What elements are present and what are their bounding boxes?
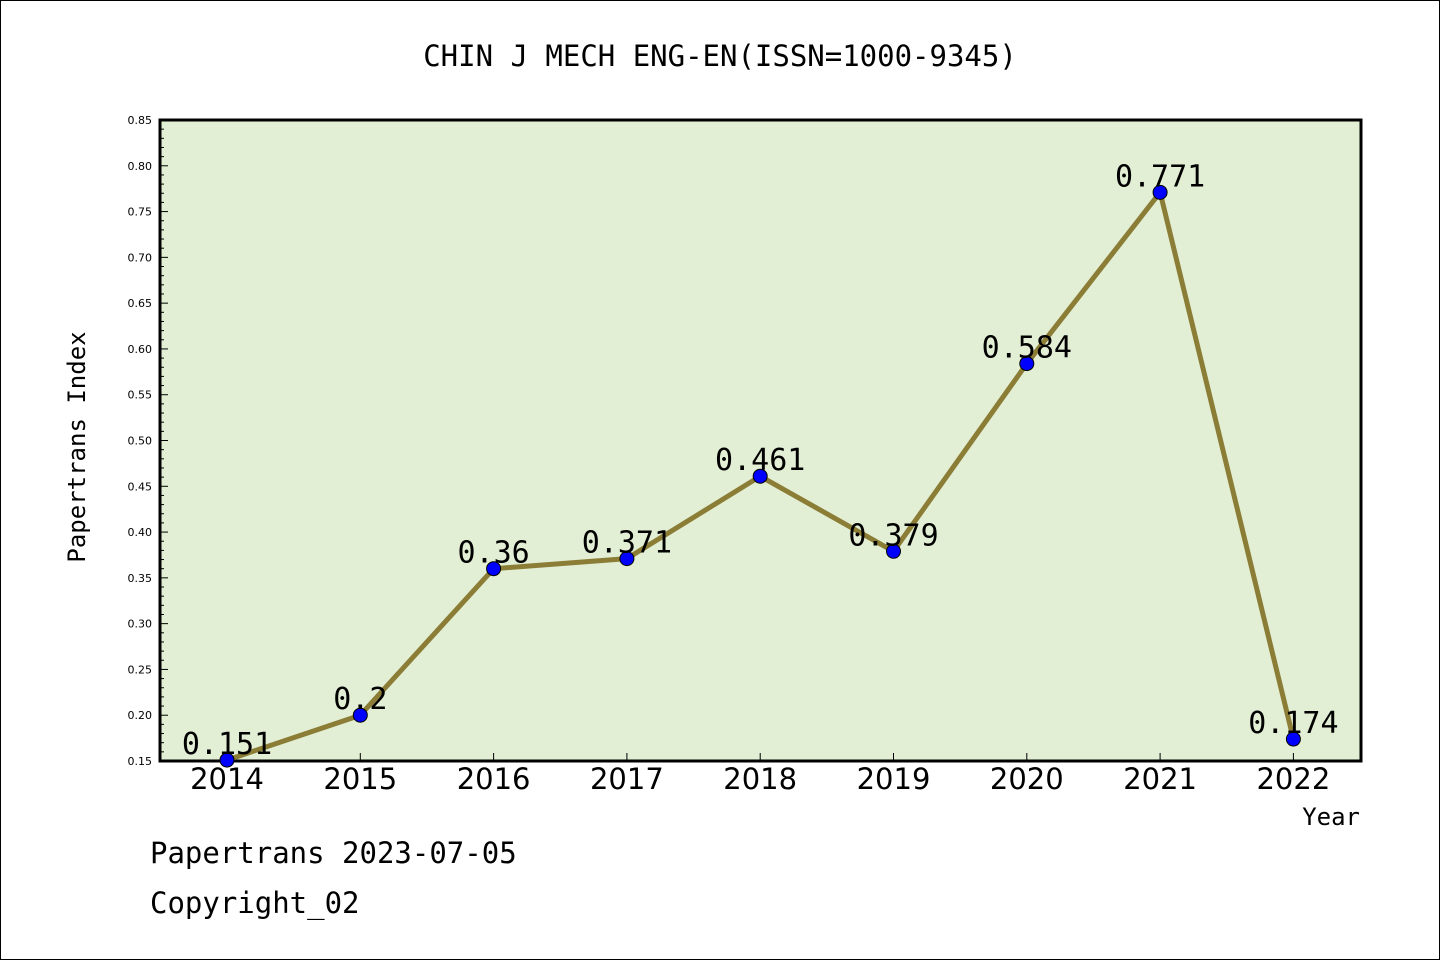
x-axis-label: Year [1302,803,1360,831]
y-tick-label: 0.75 [128,206,153,219]
data-point [352,707,368,723]
data-point [219,752,235,768]
data-point [1285,731,1301,747]
data-point [752,468,768,484]
data-markers [219,184,1301,768]
data-label: 0.174 [1248,706,1338,741]
data-label: 0.771 [1115,159,1205,194]
y-tick-label: 0.85 [128,114,153,127]
x-tick-label: 2021 [1123,762,1197,796]
y-tick-label: 0.45 [128,480,153,493]
y-axis: 0.15 0.20 0.25 0.30 0.35 0.40 0.45 0.50 0.55 0.60… [128,114,168,768]
y-tick-label: 0.15 [128,755,153,768]
data-point [1152,184,1168,200]
x-tick-label: 2017 [590,762,664,796]
chart-title: CHIN J MECH ENG-EN(ISSN=1000-9345) [423,39,1017,73]
data-point [886,543,901,559]
x-tick-label: 2015 [323,762,397,796]
footer-source: Papertrans 2023-07-05 [150,836,517,870]
x-tick-label: 2014 [190,762,264,796]
y-tick-label: 0.60 [128,343,153,356]
y-tick-label: 0.50 [128,435,153,448]
y-tick-label: 0.80 [128,160,153,173]
data-label: 0.379 [848,518,938,553]
x-tick-label: 2018 [723,762,797,796]
y-axis-label: Papertrans Index [63,331,91,562]
data-label: 0.2 [333,682,387,717]
data-point [486,561,502,577]
data-label: 0.461 [715,443,805,478]
data-label: 0.151 [182,727,272,762]
plot-area [158,118,1363,763]
y-tick-label: 0.20 [128,709,153,722]
y-tick-label: 0.65 [128,297,153,310]
y-tick-label: 0.35 [128,572,153,585]
x-tick-label: 2016 [457,762,531,796]
data-label: 0.371 [582,526,672,561]
data-labels: 0.151 0.2 0.36 0.371 0.461 0.379 0.584 0.771 0.1… [182,159,1339,762]
x-axis: 2014 2015 2016 2017 2018 2019 2020 2021 2022 [190,753,1330,796]
data-label: 0.36 [457,536,529,571]
x-tick-label: 2020 [990,762,1064,796]
x-tick-label: 2022 [1256,762,1330,796]
y-tick-label: 0.70 [128,251,153,264]
y-tick-label: 0.40 [128,526,153,539]
y-tick-label: 0.30 [128,618,153,631]
data-point [1019,356,1035,372]
data-label: 0.584 [982,331,1072,366]
data-point [619,551,635,567]
y-tick-label: 0.25 [128,663,153,676]
y-tick-label: 0.55 [128,389,153,402]
x-tick-label: 2019 [857,762,931,796]
footer-copyright: Copyright_02 [150,886,360,920]
